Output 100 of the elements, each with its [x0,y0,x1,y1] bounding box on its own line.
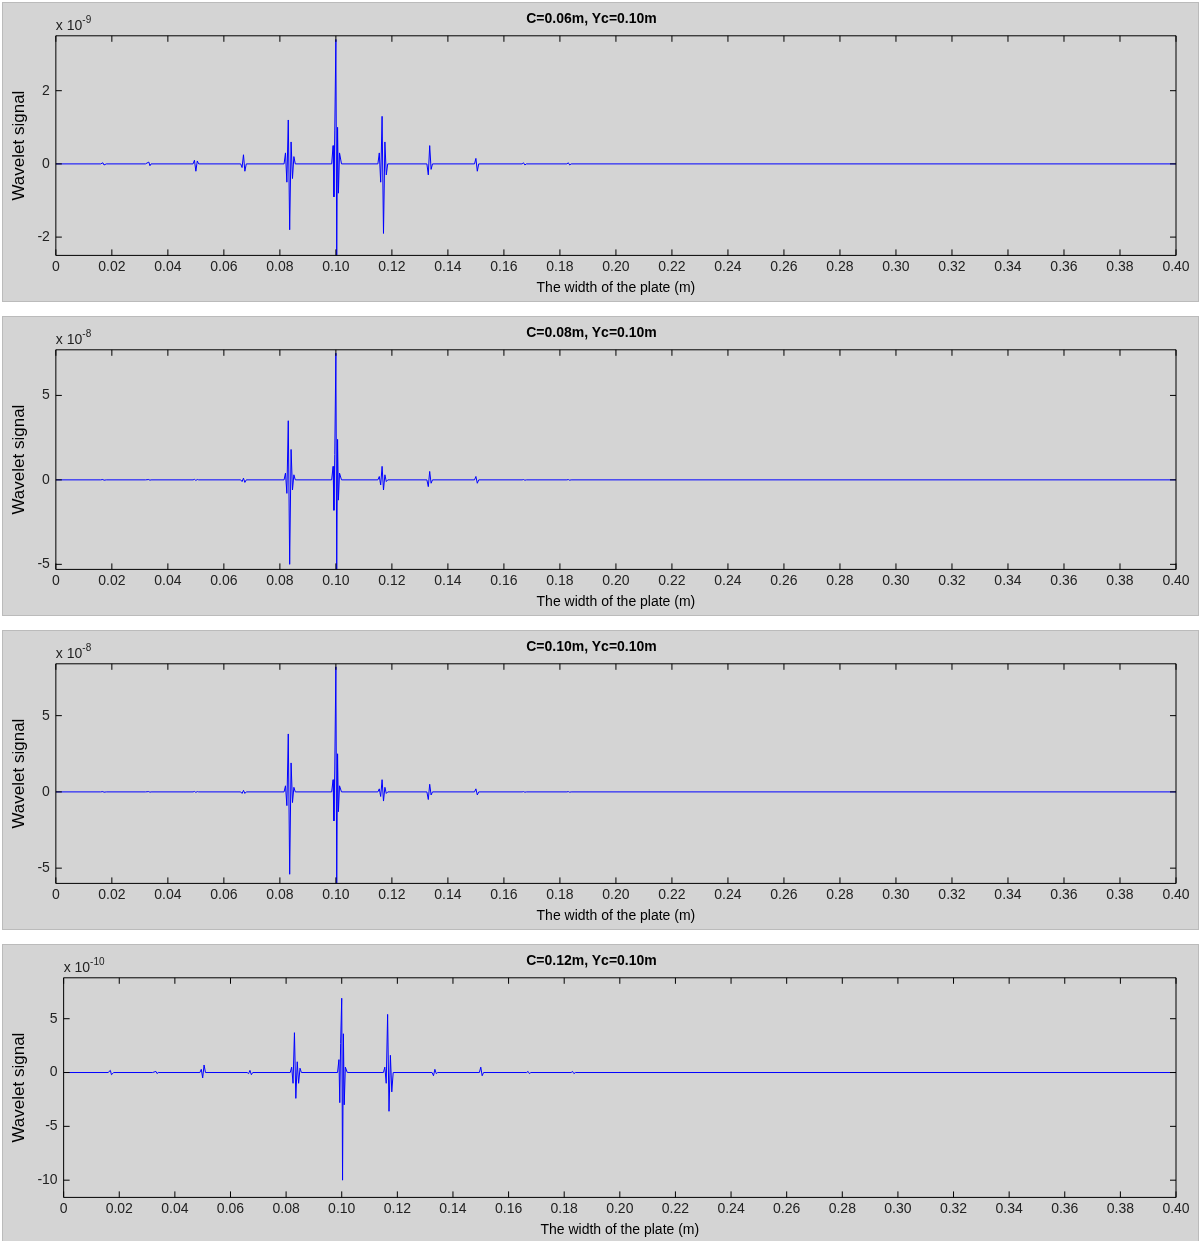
x-tick-label: 0.24 [714,571,742,588]
x-tick-label: 0.24 [714,885,742,902]
y-tick-label: 5 [49,1009,58,1026]
y-tick-label: -10 [37,1171,58,1188]
y-tick-label: -5 [37,859,51,876]
x-tick-label: 0.38 [1106,571,1134,588]
x-tick-label: 0.30 [884,1199,912,1216]
x-tick-label: 0.20 [606,1199,634,1216]
x-tick-label: 0.08 [266,571,294,588]
x-tick-label: 0.04 [154,257,182,274]
x-tick-label: 0.06 [210,257,238,274]
x-tick-label: 0.04 [154,571,182,588]
x-tick-label: 0.38 [1106,257,1134,274]
y-tick-label: 0 [42,470,51,487]
x-tick-label: 0.32 [938,257,966,274]
x-tick-label: 0.34 [994,885,1022,902]
x-tick-label: 0.36 [1050,571,1078,588]
x-tick-label: 0.30 [882,257,910,274]
y-tick-label: 5 [42,386,51,403]
x-tick-label: 0.14 [439,1199,467,1216]
x-tick-label: 0.34 [994,257,1022,274]
x-tick-label: 0.06 [210,571,238,588]
x-tick-label: 0.26 [770,571,798,588]
y-axis-title: Wavelet signal [8,404,28,515]
x-tick-label: 0.14 [434,571,462,588]
y-tick-label: -5 [37,555,51,572]
x-tick-label: 0.32 [938,571,966,588]
x-tick-label: 0.30 [882,571,910,588]
x-tick-label: 0.28 [826,571,854,588]
x-tick-label: 0.06 [210,885,238,902]
x-tick-label: 0.34 [995,1199,1023,1216]
x-tick-label: 0.04 [161,1199,189,1216]
x-tick-label: 0.08 [272,1199,300,1216]
x-tick-label: 0.02 [98,885,126,902]
x-tick-label: 0.38 [1106,885,1134,902]
x-tick-label: 0.14 [434,885,462,902]
x-axis-title: The width of the plate (m) [540,1221,700,1238]
chart-title: C=0.10m, Yc=0.10m [526,638,657,655]
y-tick-label: 5 [42,706,51,723]
x-tick-label: 0.40 [1162,885,1190,902]
x-tick-label: 0.12 [383,1199,412,1216]
x-axis-title: The width of the plate (m) [536,907,696,924]
x-tick-label: 0.02 [98,571,126,588]
x-tick-label: 0.18 [546,257,574,274]
x-tick-label: 0.16 [490,885,518,902]
x-tick-label: 0.12 [378,257,406,274]
y-tick-label: -5 [45,1117,58,1134]
x-tick-label: 0.10 [322,257,350,274]
x-tick-label: 0.40 [1162,571,1190,588]
x-tick-label: 0.10 [322,885,350,902]
x-tick-label: 0.40 [1162,1199,1190,1216]
x-tick-label: 0.34 [994,571,1022,588]
chart-title: C=0.06m, Yc=0.10m [526,10,657,27]
y-axis-title: Wavelet signal [8,1032,28,1143]
x-tick-label: 0.40 [1162,257,1190,274]
x-tick-label: 0.08 [266,257,294,274]
chart-title: C=0.12m, Yc=0.10m [526,952,657,969]
y-tick-label: 2 [42,81,51,98]
x-tick-label: 0.18 [546,571,574,588]
x-tick-label: 0.12 [378,571,406,588]
x-tick-label: 0.20 [602,257,630,274]
x-tick-label: 0.08 [266,885,294,902]
x-tick-label: 0.04 [154,885,182,902]
x-tick-label: 0.16 [490,571,518,588]
x-tick-label: 0.14 [434,257,462,274]
x-tick-label: 0.28 [826,885,854,902]
x-tick-label: 0.16 [490,257,518,274]
x-tick-label: 0.02 [98,257,126,274]
x-tick-label: 0.18 [550,1199,579,1216]
y-tick-label: 0 [42,782,51,799]
x-axis-title: The width of the plate (m) [536,279,696,296]
x-tick-label: 0.24 [717,1199,745,1216]
x-tick-label: 0.28 [826,257,854,274]
x-tick-label: 0.10 [322,571,350,588]
x-tick-label: 0.02 [105,1199,134,1216]
x-tick-label: 0.20 [602,885,630,902]
x-tick-label: 0.22 [658,885,686,902]
y-tick-label: -2 [37,227,51,244]
x-tick-label: 0.10 [328,1199,356,1216]
x-tick-label: 0.24 [714,257,742,274]
x-axis-title: The width of the plate (m) [536,593,696,610]
x-tick-label: 0.12 [378,885,406,902]
x-tick-label: 0.20 [602,571,630,588]
x-tick-label: 0.36 [1050,257,1078,274]
x-tick-label: 0.36 [1050,885,1078,902]
x-tick-label: 0.22 [658,257,686,274]
y-axis-title: Wavelet signal [8,718,28,829]
x-tick-label: 0.22 [661,1199,690,1216]
x-tick-label: 0.32 [939,1199,968,1216]
x-tick-label: 0.26 [773,1199,801,1216]
x-tick-label: 0.36 [1051,1199,1079,1216]
y-tick-label: 0 [49,1063,58,1080]
chart-title: C=0.08m, Yc=0.10m [526,324,657,341]
x-tick-label: 0.30 [882,885,910,902]
x-tick-label: 0.32 [938,885,966,902]
x-tick-label: 0.26 [770,885,798,902]
y-tick-label: 0 [42,154,51,171]
x-tick-label: 0.28 [828,1199,857,1216]
x-tick-label: 0.38 [1106,1199,1135,1216]
x-tick-label: 0.16 [494,1199,523,1216]
